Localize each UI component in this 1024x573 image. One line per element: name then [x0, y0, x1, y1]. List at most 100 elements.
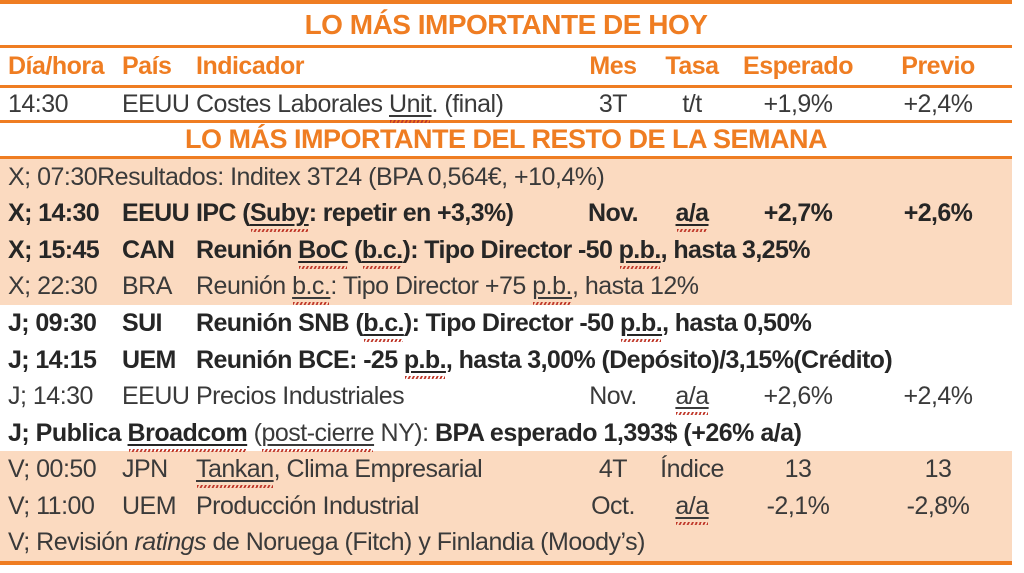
text-segment: Reunión BCE: -25	[196, 345, 404, 374]
table-header-row: Día/hora País Indicador Mes Tasa Esperad…	[0, 48, 1012, 85]
indicator-cell: Producción Industrial	[188, 492, 574, 521]
spellchecked-term: p.b.	[403, 345, 447, 374]
calendar-row: V; 00:50 JPN Tankan, Clima Empresarial 4T Ín…	[0, 451, 1012, 488]
day-cell: X; 22:30	[8, 272, 98, 301]
text-segment: Costes Laborales	[196, 89, 390, 118]
calendar-row: X; 15:45 CAN Reunión BoC (b.c.): Tipo Dire…	[0, 232, 1012, 269]
text-segment: , hasta 12%	[571, 272, 699, 301]
text-segment: ): Tipo Director -50	[402, 235, 619, 264]
text-segment: Reunión	[196, 235, 299, 264]
tasa-cell: t/t	[652, 90, 732, 119]
note-cell: Reunión BoC (b.c.): Tipo Director -50 p.…	[188, 236, 1012, 265]
day-cell: J; 14:30	[8, 382, 93, 411]
mes-cell: Oct.	[591, 491, 635, 520]
text-segment: de Noruega (Fitch) y Finlandia (Moody’s)	[206, 528, 645, 557]
country-cell: EEUU	[122, 89, 190, 118]
previo-cell: 13	[924, 455, 952, 484]
text-segment: J; Publica	[8, 418, 128, 447]
spellchecked-term: b.c.	[363, 308, 404, 337]
previo-cell: +2,6%	[903, 199, 973, 228]
spellchecked-term: a/a	[675, 382, 709, 411]
text-segment: . (final)	[431, 89, 504, 118]
week-section-title: LO MÁS IMPORTANTE DEL RESTO DE LA SEMANA	[184, 124, 828, 154]
text-segment: : repetir en +3,3%)	[308, 199, 514, 228]
text-segment: : Tipo Director +75	[330, 272, 533, 301]
day-cell: X; 14:30	[8, 199, 100, 228]
header-tasa: Tasa	[665, 52, 719, 80]
spellchecked-term: b.c.	[361, 235, 403, 264]
text-segment: X; 07:30Resultados: Inditex 3T24 (BPA 0,…	[8, 162, 605, 191]
calendar-row: 14:30 EEUU Costes Laborales Unit. (final) 3…	[0, 88, 1012, 120]
tasa-cell: a/a	[652, 199, 732, 228]
mes-cell: Nov.	[588, 199, 639, 228]
mes-cell: Nov.	[589, 382, 637, 411]
text-segment: , hasta 3,25%	[660, 235, 811, 264]
header-indicator: Indicador	[196, 52, 305, 80]
today-rows: 14:30 EEUU Costes Laborales Unit. (final) 3…	[0, 88, 1012, 120]
esperado-cell: +1,9%	[763, 89, 833, 118]
week-rows: X; 07:30Resultados: Inditex 3T24 (BPA 0,…	[0, 159, 1012, 562]
divider	[0, 0, 1012, 4]
spellchecked-term: post-cierre	[261, 418, 375, 447]
calendar-row: X; 22:30 BRA Reunión b.c.: Tipo Director +…	[0, 268, 1012, 306]
day-cell: J; 09:30	[8, 308, 97, 337]
day-cell: 14:30	[8, 89, 69, 118]
esperado-cell: +2,7%	[763, 199, 833, 228]
indicator-cell: Costes Laborales Unit. (final)	[188, 90, 574, 119]
calendar-row: J; 14:15 UEM Reunión BCE: -25 p.b., hasta …	[0, 342, 1012, 379]
text-segment: IPC (	[196, 199, 251, 228]
text-segment: , Clima Empresarial	[273, 455, 483, 484]
calendar-row: V; Revisión ratings de Noruega (Fitch) y…	[0, 524, 1012, 562]
spellchecked-term: Broadcom	[127, 418, 248, 447]
today-section-title: LO MÁS IMPORTANTE DE HOY	[304, 8, 708, 40]
mes-cell: 3T	[598, 89, 628, 118]
spellchecked-term: a/a	[675, 491, 709, 520]
previo-cell: +2,4%	[903, 382, 973, 411]
text-segment: Índice	[660, 455, 724, 484]
country-cell: EEUU	[122, 199, 190, 228]
calendar-row: V; 11:00 UEM Producción Industrial Oct. a/a -…	[0, 487, 1012, 525]
text-segment: t/t	[682, 89, 702, 118]
indicator-cell: Tankan, Clima Empresarial	[188, 455, 574, 484]
text-segment: V; Revisión	[8, 528, 135, 557]
mes-cell: 4T	[598, 455, 628, 484]
note-cell: Reunión BCE: -25 p.b., hasta 3,00% (Depó…	[188, 346, 1012, 375]
tasa-cell: a/a	[652, 382, 732, 411]
spellchecked-term: b.c.	[292, 272, 331, 301]
esperado-cell: -2,1%	[766, 491, 830, 520]
spellchecked-term: a/a	[675, 199, 710, 228]
spellchecked-term: p.b.	[532, 272, 572, 301]
calendar-row: J; 09:30 SUI Reunión SNB (b.c.): Tipo Dire…	[0, 305, 1012, 342]
calendar-row: J; 14:30 EEUU Precios Industriales Nov. a/a +…	[0, 378, 1012, 415]
note-cell: J; Publica Broadcom (post-cierre NY): BP…	[0, 419, 1012, 448]
indicator-cell: IPC (Suby: repetir en +3,3%)	[188, 199, 574, 228]
day-cell: X; 15:45	[8, 235, 100, 264]
note-cell: V; Revisión ratings de Noruega (Fitch) y…	[0, 528, 1012, 557]
divider	[0, 120, 1012, 123]
divider	[0, 561, 1012, 565]
tasa-cell: a/a	[652, 492, 732, 521]
country-cell: UEM	[122, 345, 176, 374]
text-segment: Producción Industrial	[196, 491, 419, 520]
spellchecked-term: Suby	[249, 199, 309, 228]
calendar-row: X; 07:30Resultados: Inditex 3T24 (BPA 0,…	[0, 159, 1012, 196]
esperado-cell: 13	[784, 455, 812, 484]
country-cell: EEUU	[122, 382, 190, 411]
text-segment: (	[347, 235, 362, 264]
text-segment: (	[247, 418, 262, 447]
header-previo: Previo	[901, 52, 975, 80]
country-cell: SUI	[122, 308, 162, 337]
indicator-cell: Precios Industriales	[188, 382, 574, 411]
country-cell: BRA	[122, 272, 172, 301]
header-day: Día/hora	[8, 52, 105, 80]
text-segment: BPA esperado 1,393$ (+26% a/a)	[434, 418, 802, 447]
note-cell: X; 07:30Resultados: Inditex 3T24 (BPA 0,…	[0, 163, 1012, 192]
previo-cell: +2,4%	[903, 89, 973, 118]
calendar-row: J; Publica Broadcom (post-cierre NY): BP…	[0, 415, 1012, 452]
divider	[0, 85, 1012, 88]
country-cell: UEM	[122, 491, 177, 520]
italic-term: ratings	[134, 528, 207, 557]
spellchecked-term: p.b.	[620, 308, 663, 337]
note-cell: Reunión b.c.: Tipo Director +75 p.b., ha…	[188, 272, 1012, 301]
